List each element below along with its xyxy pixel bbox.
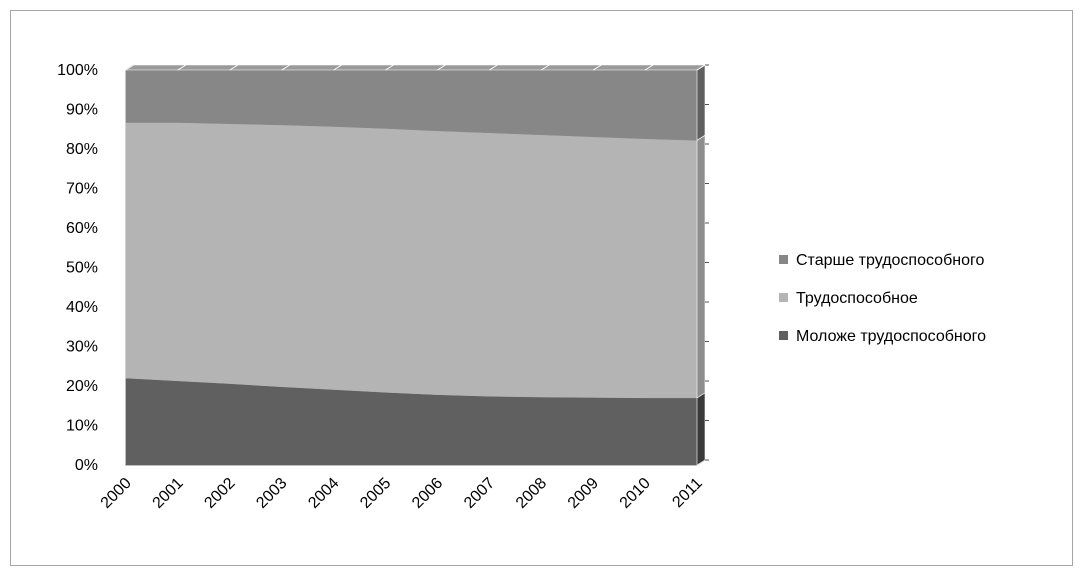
- y-tick-label: 40%: [66, 299, 98, 316]
- top-face-divider: [592, 64, 602, 71]
- legend-label: Трудоспособное: [796, 290, 918, 307]
- top-face-divider: [333, 64, 342, 71]
- area-series-2: [125, 122, 698, 399]
- y-tick-label: 70%: [66, 181, 98, 198]
- y-tick-label: 10%: [66, 418, 98, 435]
- top-face-divider: [644, 64, 654, 71]
- x-tick-label: 2002: [201, 475, 238, 512]
- x-tick-label: 2006: [409, 475, 446, 512]
- legend-swatch: [779, 293, 788, 302]
- y-tick-label: 80%: [66, 141, 98, 158]
- top-face-divider: [281, 64, 290, 71]
- y-tick-label: 20%: [66, 378, 98, 395]
- area-side-face-1: [696, 392, 706, 466]
- x-tick-label: 2005: [357, 475, 394, 512]
- chart-top-face: [124, 64, 707, 71]
- top-face-divider: [437, 64, 446, 71]
- top-face-divider: [489, 64, 498, 71]
- y-tick-label: 30%: [66, 339, 98, 356]
- x-tick-label: 2009: [565, 475, 602, 512]
- y-tick-label: 0%: [75, 457, 98, 474]
- top-face-divider: [177, 64, 187, 71]
- legend-swatch: [779, 255, 788, 264]
- top-face-divider: [229, 64, 239, 71]
- y-tick-label: 100%: [57, 62, 98, 79]
- y-tick-label: 60%: [66, 220, 98, 237]
- top-face-divider: [541, 64, 550, 71]
- top-face-divider: [696, 64, 706, 71]
- top-face-divider: [385, 64, 394, 71]
- x-tick-label: 2000: [98, 475, 135, 512]
- area-side-face-2: [696, 134, 706, 399]
- x-tick-label: 2001: [150, 475, 187, 512]
- x-tick-label: 2010: [617, 475, 654, 512]
- legend-label: Моложе трудоспособного: [796, 328, 986, 345]
- y-tick-label: 90%: [66, 102, 98, 119]
- x-tick-label: 2003: [253, 475, 290, 512]
- y-tick-label: 50%: [66, 260, 98, 277]
- x-tick-label: 2004: [305, 475, 342, 512]
- legend-label: Старше трудоспособного: [796, 252, 984, 269]
- legend-swatch: [779, 331, 788, 340]
- x-tick-label: 2011: [669, 475, 705, 511]
- area-side-face-3: [696, 64, 706, 141]
- x-tick-label: 2007: [461, 475, 498, 512]
- x-tick-label: 2008: [513, 475, 550, 512]
